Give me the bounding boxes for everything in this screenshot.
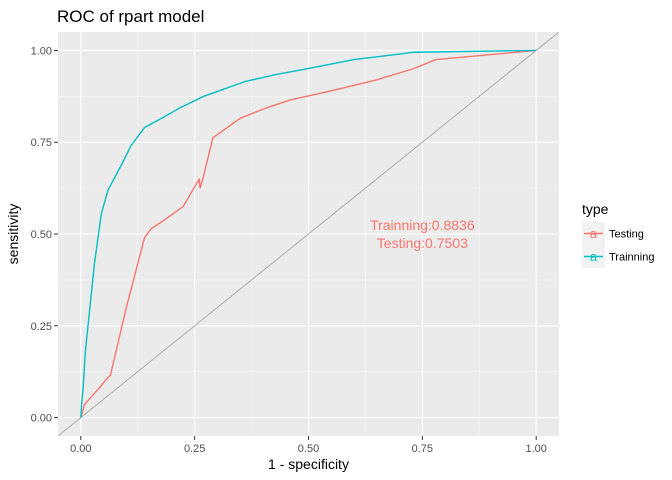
- diagonal-reference-line: [58, 32, 559, 436]
- x-axis-title: 1 - specificity: [268, 456, 349, 472]
- legend-title: type: [582, 201, 609, 217]
- legend-label: Testing: [609, 229, 644, 241]
- legend-item-testing: a Testing: [582, 222, 644, 245]
- legend-item-trainning: a Trainning: [582, 245, 654, 268]
- x-tick-label: 0.00: [70, 443, 91, 455]
- annotations: Trainning:0.8836 Testing:0.7503: [370, 217, 475, 251]
- x-tick-label: 0.25: [184, 443, 205, 455]
- y-tick-label: 0.75: [31, 137, 52, 149]
- chart-title: ROC of rpart model: [57, 7, 204, 26]
- series-line-trainning: [80, 49, 537, 418]
- x-tick-label: 1.00: [525, 443, 546, 455]
- legend: type a Testing a Trainning: [582, 201, 654, 268]
- y-tick-label: 1.00: [31, 45, 52, 57]
- y-tick-label: 0.25: [31, 321, 52, 333]
- reference-diagonal: [58, 32, 559, 436]
- annotation-label: Testing:0.7503: [377, 235, 468, 251]
- y-axis-title: sensitivity: [5, 204, 21, 265]
- legend-key-glyph: a: [590, 226, 598, 241]
- annotation-label: Trainning:0.8836: [370, 217, 475, 233]
- x-tick-label: 0.50: [298, 443, 319, 455]
- y-tick-label: 0.00: [31, 413, 52, 425]
- series-lines: [80, 49, 537, 418]
- series-line-testing: [80, 49, 537, 418]
- y-tick-label: 0.50: [31, 229, 52, 241]
- axis-ticks: 0.00 0.25 0.50 0.75 1.00 0.00 0.25 0.50 0.75 1.00: [31, 45, 547, 455]
- x-tick-label: 0.75: [412, 443, 433, 455]
- legend-label: Trainning: [609, 252, 654, 264]
- legend-key-glyph: a: [590, 249, 598, 264]
